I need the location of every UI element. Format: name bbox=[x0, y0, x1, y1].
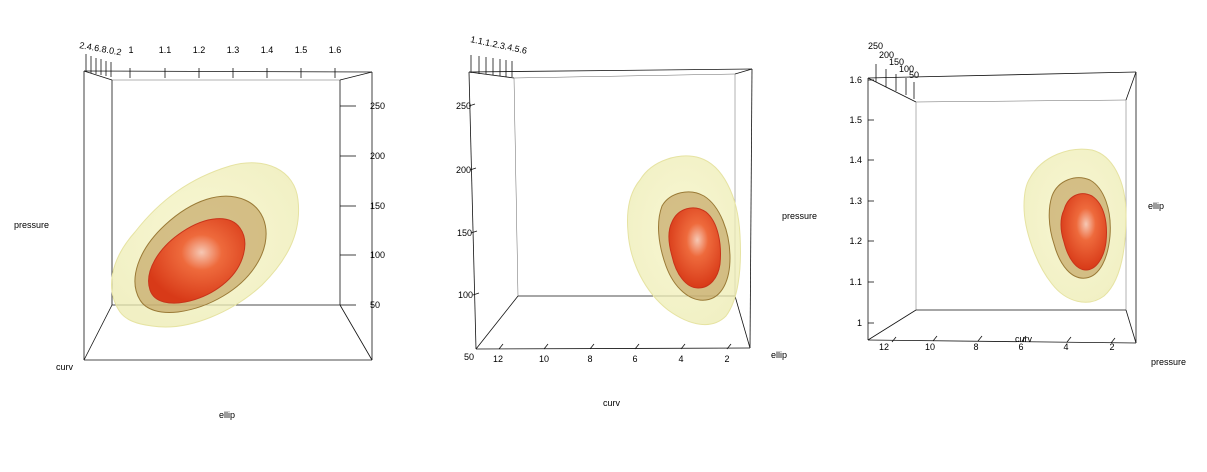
panel-3-ellip-tick-7: 1.6 bbox=[849, 75, 862, 85]
panel-3-box bbox=[867, 71, 1137, 344]
panel-2-curv-ticks bbox=[498, 343, 732, 350]
panel-3-ellip-tick-5: 1.4 bbox=[849, 155, 862, 165]
panel-2-pressure-label: pressure bbox=[782, 211, 817, 221]
panel-1-shell-inner bbox=[148, 218, 246, 304]
panel-3-ellip-tick-3: 1.2 bbox=[849, 236, 862, 246]
panel-3-ellip-tick-2: 1.1 bbox=[849, 277, 862, 287]
panel-1-density bbox=[111, 162, 300, 328]
panel-1-ellip-tick-4: 1.3 bbox=[227, 45, 240, 55]
panel-2-density bbox=[627, 155, 741, 326]
panel-1: 1 1.1 1.2 1.3 1.4 1.5 1.6 2.4.6.8.0.2 25… bbox=[14, 40, 385, 420]
panel-2-curv-tick-4: 4 bbox=[678, 354, 683, 364]
panel-1-ellip-tick-6: 1.5 bbox=[295, 45, 308, 55]
panel-3-ellip-tick-6: 1.5 bbox=[849, 115, 862, 125]
panel-1-ellip-label: ellip bbox=[219, 410, 235, 420]
panel-1-ellip-ticks bbox=[129, 68, 336, 78]
panel-2-ellip-tick-labels: 1.1.1.2.3.4.5.6 bbox=[470, 34, 528, 56]
panel-3-ellip-label: ellip bbox=[1148, 201, 1164, 211]
panel-3-curv-tick-10: 10 bbox=[925, 342, 935, 352]
panel-1-pressure-tick-1: 50 bbox=[370, 300, 380, 310]
panel-3-curv-ticks bbox=[891, 335, 1116, 344]
panel-3-pressure-tick-250: 250 bbox=[868, 41, 883, 51]
panel-3-ellip-tick-4: 1.3 bbox=[849, 196, 862, 206]
panel-2-curv-tick-12: 12 bbox=[493, 354, 503, 364]
panel-1-pressure-tick-2: 100 bbox=[370, 250, 385, 260]
panel-1-box bbox=[83, 70, 373, 361]
panel-1-ellip-tick-2: 1.1 bbox=[159, 45, 172, 55]
panel-1-pressure-tick-3: 150 bbox=[370, 201, 385, 211]
panel-2-curv-tick-2: 2 bbox=[724, 354, 729, 364]
panel-1-pressure-tick-4: 200 bbox=[370, 151, 385, 161]
panel-1-curv-label: curv bbox=[56, 362, 74, 372]
panel-2-ellip-label: ellip bbox=[771, 350, 787, 360]
panel-1-pressure-label: pressure bbox=[14, 220, 49, 230]
panel-3-ellip-tick-1: 1 bbox=[857, 318, 862, 328]
panel-3-curv-tick-12: 12 bbox=[879, 342, 889, 352]
panel-3-curv-tick-4: 4 bbox=[1063, 342, 1068, 352]
panel-3-pressure-label: pressure bbox=[1151, 357, 1186, 367]
panel-3-pressure-ticks bbox=[875, 64, 915, 99]
panel-3: 250 200 150 100 50 1.6 1.5 1.4 1.3 1.2 1… bbox=[849, 41, 1186, 367]
panel-2-curv-tick-6: 6 bbox=[632, 354, 637, 364]
panel-1-pressure-ticks bbox=[340, 105, 356, 306]
panel-3-curv-tick-2: 2 bbox=[1109, 342, 1114, 352]
panel-3-curv-label: curv bbox=[1015, 334, 1033, 344]
panel-2-pressure-tick-5: 250 bbox=[456, 101, 471, 111]
panel-3-curv-tick-6: 6 bbox=[1018, 342, 1023, 352]
panel-3-pressure-tick-150: 150 bbox=[889, 57, 904, 67]
panel-2-pressure-tick-1: 50 bbox=[464, 352, 474, 362]
panel-2-curv-tick-10: 10 bbox=[539, 354, 549, 364]
panel-2-pressure-tick-3: 150 bbox=[457, 228, 472, 238]
panel-3-pressure-tick-100: 100 bbox=[899, 64, 914, 74]
panel-1-ellip-tick-7: 1.6 bbox=[329, 45, 342, 55]
panel-2-pressure-tick-2: 100 bbox=[458, 290, 473, 300]
panel-3-curv-tick-8: 8 bbox=[973, 342, 978, 352]
panel-1-ellip-tick-1: 1 bbox=[128, 45, 133, 55]
panel-2-pressure-ticks bbox=[468, 103, 480, 296]
panel-3-pressure-tick-50: 50 bbox=[909, 70, 919, 80]
panel-3-pressure-tick-200: 200 bbox=[879, 50, 894, 60]
panel-3-shell-inner bbox=[1060, 193, 1107, 271]
panel-2-pressure-tick-4: 200 bbox=[456, 165, 471, 175]
panel-3-ellip-ticks bbox=[868, 79, 874, 324]
panel-1-pressure-tick-5: 250 bbox=[370, 101, 385, 111]
panel-1-curv-tick-labels: 2.4.6.8.0.2 bbox=[79, 40, 123, 57]
panel-3-density bbox=[1023, 148, 1127, 303]
panel-2-ellip-ticks bbox=[470, 55, 513, 77]
panel-1-ellip-tick-3: 1.2 bbox=[193, 45, 206, 55]
panel-2-curv-label: curv bbox=[603, 398, 621, 408]
panel-2-curv-tick-8: 8 bbox=[587, 354, 592, 364]
panel-1-ellip-tick-5: 1.4 bbox=[261, 45, 274, 55]
panel-1-curv-ticks bbox=[85, 54, 112, 77]
panel-2-shell-inner bbox=[668, 207, 721, 289]
panel-2: 1.1.1.2.3.4.5.6 250 200 150 100 50 12 10… bbox=[456, 34, 817, 408]
